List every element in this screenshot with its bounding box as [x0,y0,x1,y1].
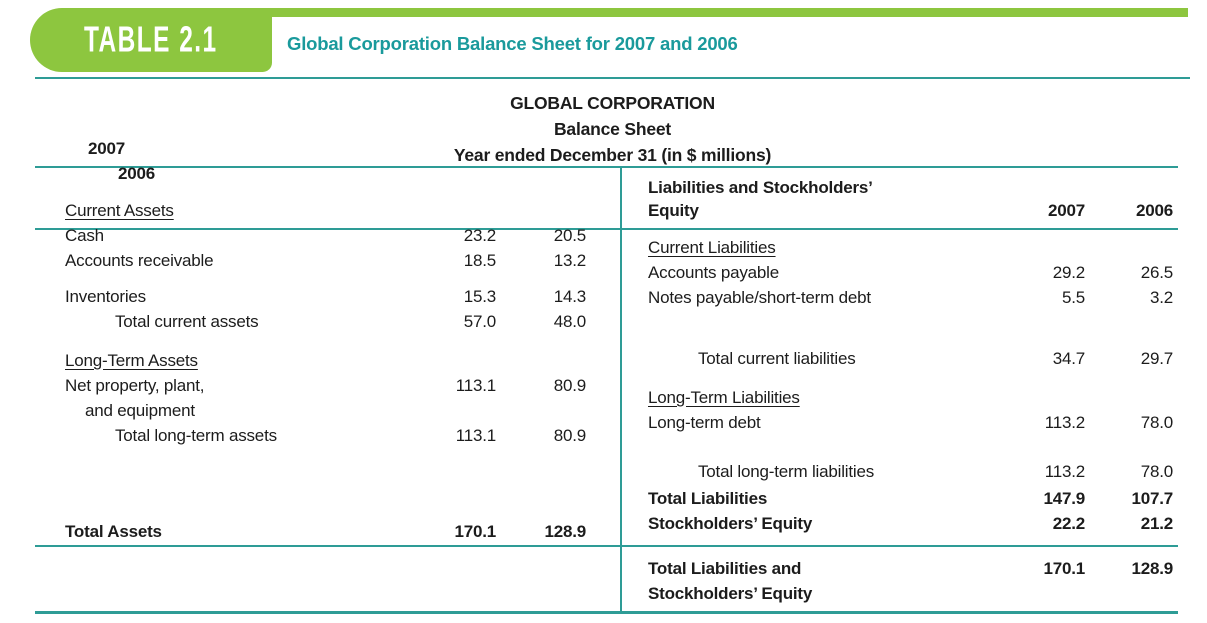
header-underline-rule [35,228,1178,230]
table-row: Notes payable/short-term debt 5.5 3.2 [648,288,1173,307]
table-top-rule [35,166,1178,168]
table-row: Current Liabilities [648,238,776,257]
table-row: and equipment [85,401,195,420]
table-row-stockholders-equity: Stockholders’ Equity 22.2 21.2 [648,514,1173,533]
center-divider [620,166,622,614]
table-row: Long-term debt 113.2 78.0 [648,413,1173,432]
table-row: Long-Term Assets [65,351,198,370]
table-row: Long-Term Liabilities [648,388,800,407]
statement-period: Year ended December 31 (in $ millions) [453,145,772,165]
table-row: Total long-term liabilities 113.2 78.0 [698,462,1173,481]
liabilities-header-line2: Equity [648,201,699,220]
table-row: Current Assets [65,201,174,220]
liabilities-header-line1: Liabilities and Stockholders’ [648,178,873,197]
statement-heading: GLOBAL CORPORATION Balance Sheet Year en… [35,90,1190,168]
liabilities-section: Liabilities and Stockholders’ Equity 200… [621,167,1178,606]
table-row-total-liabilities-and-equity-line2: Stockholders’ Equity [648,584,813,603]
liabilities-column-header: Liabilities and Stockholders’ Equity 200… [621,167,1178,229]
table-number-tag: TABLE 2.1 [30,8,272,72]
table-number-label: TABLE 2.1 [84,19,218,60]
table-row-total-liabilities: Total Liabilities 147.9 107.7 [648,489,1173,508]
table-row: Total current assets 57.0 48.0 [115,312,586,331]
assets-year-2006: 2006 [117,164,155,183]
liabilities-rows: Current Liabilities Accounts payable 29.… [621,229,1178,606]
table-row: Net property, plant, 113.1 80.9 [65,376,586,395]
totals-rule [35,545,1178,547]
banner-strip [271,8,1188,17]
table-row-total-assets: Total Assets 170.1 128.9 [65,522,586,541]
table-bottom-rule [35,611,1178,614]
table-row: Inventories 15.3 14.3 [65,287,586,306]
liabilities-year-2006: 2006 [1135,201,1173,220]
table-row: Accounts receivable 18.5 13.2 [65,251,586,270]
liabilities-year-2007: 2007 [1047,201,1085,220]
assets-section: Assets 2007 2006 Current Assets Cash 23.… [35,139,621,544]
table-row: Accounts payable 29.2 26.5 [648,263,1173,282]
table-row: Cash 23.2 20.5 [65,226,586,245]
assets-year-2007: 2007 [87,139,125,158]
company-name: GLOBAL CORPORATION [510,93,715,113]
table-row: Total current liabilities 34.7 29.7 [698,349,1173,368]
banner-rule [35,77,1190,79]
table-row: Total long-term assets 113.1 80.9 [115,426,586,445]
table-row-total-liabilities-and-equity: Total Liabilities and 170.1 128.9 [648,559,1173,578]
statement-name: Balance Sheet [553,119,672,139]
assets-column-header: Assets 2007 2006 [35,139,621,192]
assets-rows: Current Assets Cash 23.2 20.5 Accounts r… [35,192,621,544]
table-caption: Global Corporation Balance Sheet for 200… [287,33,738,54]
